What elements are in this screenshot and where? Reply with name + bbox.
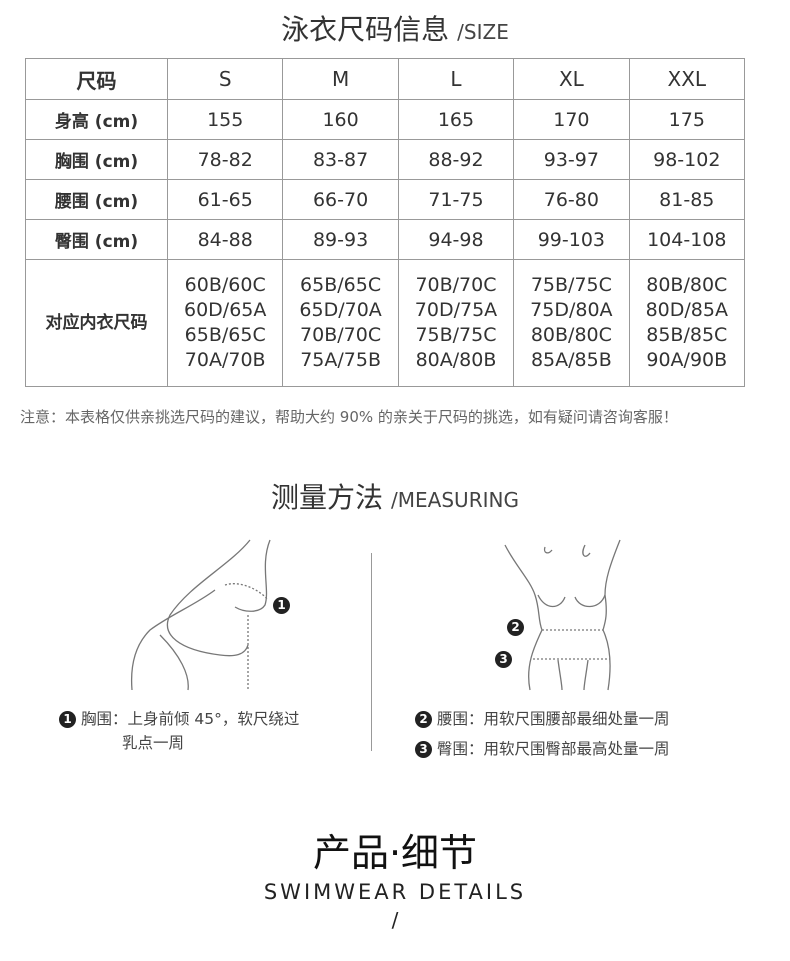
cell: 175 (628, 99, 746, 140)
hip-caption: 3 臀围：用软尺围臀部最高处量一周 (415, 737, 669, 759)
cell: 165 (397, 99, 515, 140)
row-label: 腰围 (cm) (25, 179, 168, 220)
marker-3-icon: 3 (415, 741, 432, 758)
row-label: 身高 (cm) (25, 99, 168, 140)
divider (371, 553, 372, 751)
header-cell: 尺码 (25, 58, 168, 100)
cell: 78-82 (166, 139, 284, 180)
title-en: /SIZE (457, 20, 509, 44)
table-row: 胸围 (cm) 78-82 83-87 88-92 93-97 98-102 (25, 139, 746, 180)
marker-1: 1 (273, 597, 290, 614)
measuring-title: 测量方法/MEASURING (0, 476, 790, 516)
header-cell: L (397, 58, 515, 100)
bra-size: 75B/75C (415, 324, 497, 346)
table-row: 腰围 (cm) 61-65 66-70 71-75 76-80 81-85 (25, 179, 746, 220)
details-subtitle: SWIMWEAR DETAILS (263, 880, 527, 904)
cell: 170 (513, 99, 630, 140)
size-note: 注意：本表格仅供亲挑选尺码的建议，帮助大约 90% 的亲关于尺码的挑选，如有疑问… (20, 408, 678, 426)
bust-caption-line2: 乳点一周 (122, 734, 185, 752)
marker-3: 3 (495, 651, 512, 668)
bra-cell: 60B/60C 60D/65A 65B/65C 70A/70B (166, 259, 284, 387)
bra-size: 70A/70B (184, 349, 266, 371)
marker-2-icon: 2 (415, 711, 432, 728)
size-section-title: 泳衣尺码信息/SIZE (0, 8, 790, 48)
cell: 98-102 (628, 139, 746, 180)
bra-size: 85B/85C (646, 324, 728, 346)
cell: 88-92 (397, 139, 515, 180)
waist-caption: 2 腰围：用软尺围腰部最细处量一周 (415, 707, 669, 729)
table-row: 身高 (cm) 155 160 165 170 175 (25, 99, 746, 140)
table-header-row: 尺码 S M L XL XXL (25, 58, 746, 100)
table-row: 臀围 (cm) 84-88 89-93 94-98 99-103 104-108 (25, 219, 746, 260)
bra-size: 85A/85B (530, 349, 612, 371)
cell: 155 (166, 99, 284, 140)
cell: 61-65 (166, 179, 284, 220)
bra-size-row: 对应内衣尺码 60B/60C 60D/65A 65B/65C 70A/70B 65B/… (25, 259, 746, 387)
header-cell: M (282, 58, 399, 100)
bra-size: 70B/70C (415, 274, 497, 296)
bra-size: 80A/80B (415, 349, 497, 371)
bra-cell: 80B/80C 80D/85A 85B/85C 90A/90B (628, 259, 746, 387)
cell: 81-85 (628, 179, 746, 220)
bra-size: 75A/75B (300, 349, 381, 371)
bra-size: 75B/75C (530, 274, 612, 296)
bra-size: 65D/70A (299, 299, 382, 321)
bra-size: 90A/90B (646, 349, 728, 371)
cell: 84-88 (166, 219, 284, 260)
cell: 104-108 (628, 219, 746, 260)
header-cell: XL (513, 58, 630, 100)
cell: 94-98 (397, 219, 515, 260)
bra-size: 70B/70C (300, 324, 382, 346)
waist-hip-illustration (504, 539, 621, 691)
marker-1-icon: 1 (59, 711, 76, 728)
row-label: 臀围 (cm) (25, 219, 168, 260)
details-slash: / (391, 908, 399, 932)
bust-caption: 1 胸围：上身前倾 45°，软尺绕过 (59, 707, 299, 729)
cell: 160 (282, 99, 399, 140)
header-cell: XXL (628, 58, 746, 100)
bra-size: 65B/65C (184, 324, 266, 346)
title-zh: 泳衣尺码信息 (281, 13, 450, 46)
bra-cell: 75B/75C 75D/80A 80B/80C 85A/85B (513, 259, 630, 387)
title-zh: 测量方法 (271, 481, 384, 514)
row-label: 胸围 (cm) (25, 139, 168, 180)
cell: 89-93 (282, 219, 399, 260)
details-title: 产品·细节 (312, 831, 478, 875)
bra-size: 60D/65A (184, 299, 267, 321)
bra-size: 70D/75A (414, 299, 498, 321)
title-en: /MEASURING (391, 488, 519, 512)
cell: 99-103 (513, 219, 630, 260)
waist-caption-text: 腰围：用软尺围腰部最细处量一周 (436, 710, 670, 728)
header-cell: S (166, 58, 284, 100)
row-label: 对应内衣尺码 (25, 259, 168, 387)
bust-measure-illustration (130, 539, 271, 691)
cell: 83-87 (282, 139, 399, 180)
bra-size: 80B/80C (646, 274, 728, 296)
bra-cell: 65B/65C 65D/70A 70B/70C 75A/75B (282, 259, 399, 387)
marker-2: 2 (507, 619, 524, 636)
bra-size: 60B/60C (184, 274, 266, 296)
size-table: 尺码 S M L XL XXL 身高 (cm) 155 160 165 170 … (25, 58, 746, 387)
cell: 71-75 (397, 179, 515, 220)
bust-caption-line1: 胸围：上身前倾 45°，软尺绕过 (80, 710, 300, 728)
bra-size: 80B/80C (530, 324, 612, 346)
bra-size: 75D/80A (530, 299, 613, 321)
cell: 76-80 (513, 179, 630, 220)
cell: 66-70 (282, 179, 399, 220)
hip-caption-text: 臀围：用软尺围臀部最高处量一周 (436, 740, 670, 758)
cell: 93-97 (513, 139, 630, 180)
bra-size: 65B/65C (300, 274, 382, 296)
bra-size: 80D/85A (645, 299, 728, 321)
bra-cell: 70B/70C 70D/75A 75B/75C 80A/80B (397, 259, 515, 387)
